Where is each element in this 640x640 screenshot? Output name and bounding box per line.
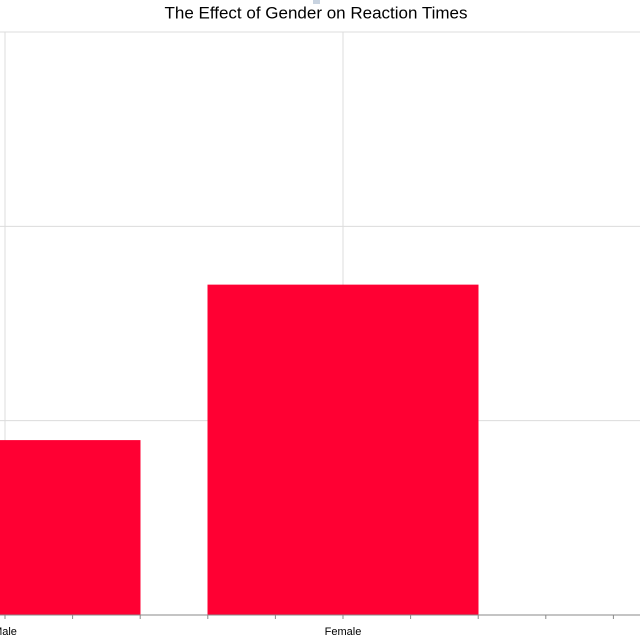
bar [207,284,479,615]
bar [0,440,141,615]
x-tick-label: Male [0,626,17,638]
icon [313,0,320,4]
x-tick-label: Female [325,626,362,638]
plot-area: Male Female [0,31,640,638]
chart-title: The Effect of Gender on Reaction Times [164,3,467,22]
